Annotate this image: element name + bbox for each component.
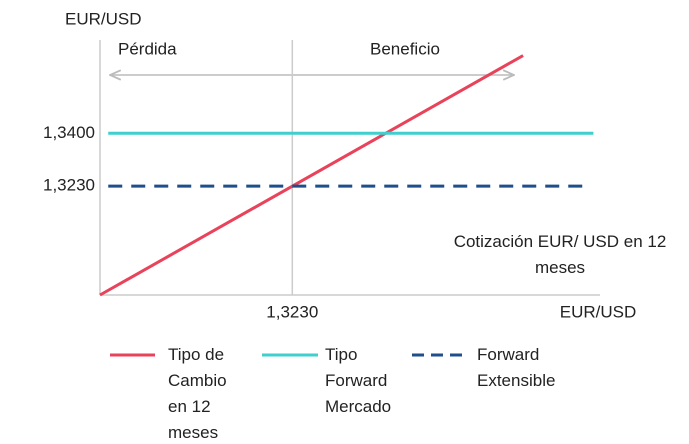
legend-label: Tipo Forward Mercado <box>325 345 392 416</box>
y-axis-label: EUR/USD <box>65 9 142 28</box>
y-tick-label: 1,3400 <box>43 123 95 142</box>
x-tick-label: 1,3230 <box>266 302 318 321</box>
legend-label: Forward Extensible <box>477 345 556 390</box>
annotation: Beneficio <box>370 39 440 58</box>
y-tick-label: 1,3230 <box>43 176 95 195</box>
line <box>99 54 524 297</box>
annotation: Cotización EUR/ USD en 12 meses <box>453 232 667 277</box>
legend-label: Tipo de Cambio en 12 meses <box>168 345 227 442</box>
annotation: Pérdida <box>118 39 177 58</box>
x-axis-label: EUR/USD <box>560 302 637 321</box>
